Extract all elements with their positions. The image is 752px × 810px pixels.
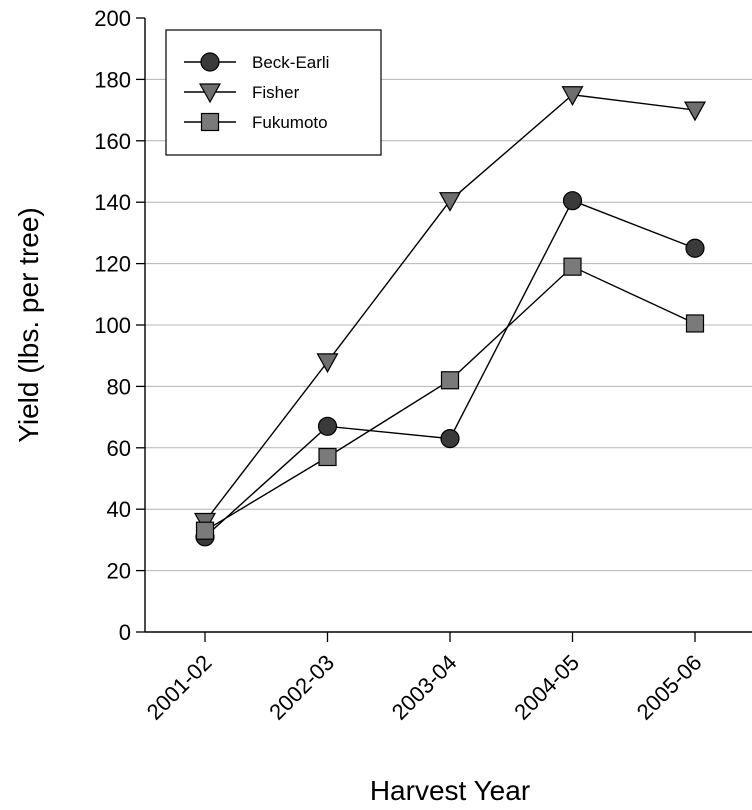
legend: Beck-Earli Fisher Fukumoto — [165, 29, 382, 156]
x-tick-label-2001-02: 2001-02 — [142, 650, 217, 725]
point-fisher-2002-03 — [316, 353, 339, 374]
x-tick-label-2003-04: 2003-04 — [387, 650, 462, 725]
y-axis-title: Yield (lbs. per tree) — [13, 207, 44, 443]
point-fisher-2004-05 — [561, 86, 584, 106]
y-tick-label-0: 0 — [119, 620, 131, 645]
y-tick-label-20: 20 — [107, 559, 131, 584]
y-tick-label-100: 100 — [94, 313, 131, 338]
y-tick-label-80: 80 — [107, 374, 131, 399]
point-beck-earli-2003-04 — [440, 428, 460, 449]
point-fisher-2003-04 — [438, 192, 462, 212]
legend-label-fisher: Fisher — [252, 83, 300, 102]
point-fukumoto-2004-05 — [563, 257, 582, 276]
point-fukumoto-2005-06 — [685, 314, 705, 333]
y-tick-label-180: 180 — [94, 67, 131, 92]
point-beck-earli-2004-05 — [562, 191, 583, 211]
point-beck-earli-2005-06 — [685, 238, 705, 258]
y-tick-label-200: 200 — [94, 6, 131, 31]
legend-marker-beck-earli — [200, 52, 220, 72]
y-tick-label-120: 120 — [94, 252, 131, 277]
x-tick-label-2002-03: 2002-03 — [264, 650, 339, 725]
grid-lines — [145, 78, 752, 572]
y-tick-labels: 0 20 40 60 80 100 120 140 160 180 200 — [94, 6, 131, 645]
point-beck-earli-2002-03 — [317, 416, 338, 436]
legend-label-beck-earli: Beck-Earli — [252, 53, 329, 72]
series-line-fukumoto — [204, 265, 696, 532]
y-tick-label-60: 60 — [107, 436, 131, 461]
point-fukumoto-2003-04 — [440, 371, 460, 390]
legend-marker-fisher — [198, 83, 222, 104]
x-axis-title: Harvest Year — [370, 775, 530, 806]
y-tick-label-160: 160 — [94, 129, 131, 154]
point-fukumoto-2002-03 — [318, 447, 337, 467]
x-tick-labels: 2001-02 2002-03 2003-04 2004-05 2005-06 — [142, 650, 707, 725]
legend-marker-fukumoto — [200, 112, 220, 132]
point-fisher-2005-06 — [683, 101, 707, 122]
series-line-fisher — [204, 94, 696, 522]
series — [193, 86, 707, 547]
axes — [136, 17, 752, 642]
y-tick-label-40: 40 — [107, 497, 131, 522]
legend-label-fukumoto: Fukumoto — [252, 113, 328, 132]
x-tick-label-2005-06: 2005-06 — [632, 650, 707, 725]
point-fukumoto-2001-02 — [195, 521, 215, 540]
x-tick-label-2004-05: 2004-05 — [509, 650, 584, 725]
y-tick-label-140: 140 — [94, 190, 131, 215]
